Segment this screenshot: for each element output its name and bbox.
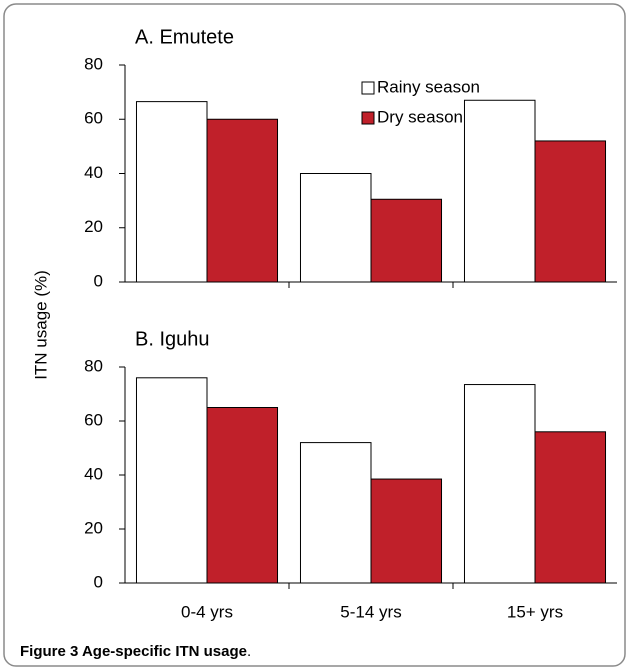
y-tick-label: 40 [84, 163, 103, 182]
frame [3, 3, 626, 667]
panel-title: B. Iguhu [135, 328, 210, 350]
bar [370, 478, 443, 584]
bar [534, 431, 607, 584]
caption: Figure 3 Age-specific ITN usage. [20, 643, 251, 660]
y-tick-label: 60 [84, 109, 103, 128]
legend-label: Rainy season [377, 77, 480, 96]
y-axis-label: ITN usage (%) [31, 270, 50, 380]
x-tick-label: 15+ yrs [507, 602, 563, 621]
x-tick-label: 0-4 yrs [181, 602, 233, 621]
bar [206, 407, 279, 584]
bar [135, 377, 208, 584]
legend-label: Dry season [377, 107, 463, 126]
y-tick-label: 60 [84, 410, 103, 429]
caption-rest: . [247, 643, 251, 660]
bar [135, 101, 208, 283]
bar [534, 140, 607, 283]
legend-swatch [361, 111, 375, 125]
bar [299, 173, 372, 283]
y-tick-label: 80 [84, 54, 103, 73]
y-tick-label: 40 [84, 464, 103, 483]
y-tick-label: 0 [94, 271, 103, 290]
bar [463, 99, 536, 283]
panel-title: A. Emutete [135, 26, 234, 48]
x-tick-label: 5-14 yrs [340, 602, 401, 621]
bar [463, 384, 536, 584]
y-tick-label: 20 [84, 518, 103, 537]
bar [206, 118, 279, 283]
caption-bold: Figure 3 Age-specific ITN usage [20, 643, 247, 660]
legend-swatch [361, 81, 375, 95]
y-tick-label: 20 [84, 217, 103, 236]
bar [299, 442, 372, 584]
y-tick-label: 0 [94, 572, 103, 591]
bar [370, 198, 443, 283]
y-tick-label: 80 [84, 356, 103, 375]
